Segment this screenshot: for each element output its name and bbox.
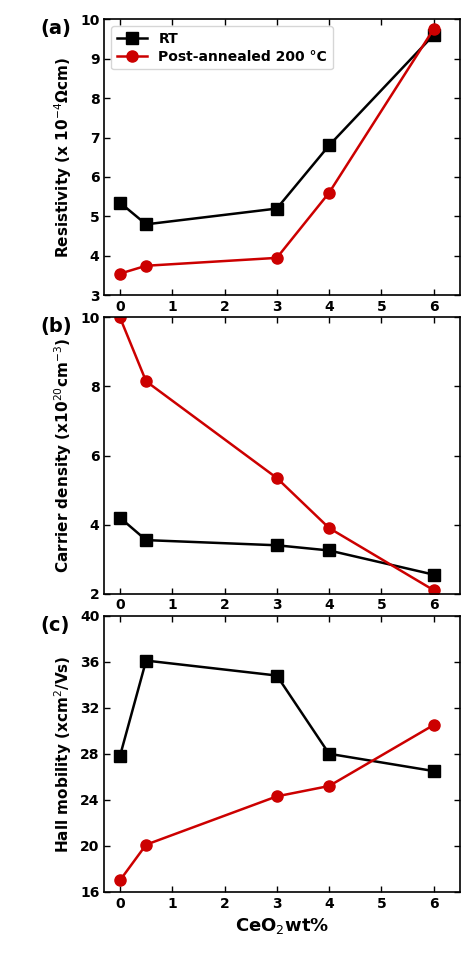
Text: (b): (b) [40,317,72,337]
Post-annealed 200 °C [117,268,123,279]
Text: (a): (a) [40,19,71,38]
RT [326,140,332,152]
Y-axis label: Resistivity (x 10$^{-4}$Ωcm): Resistivity (x 10$^{-4}$Ωcm) [53,57,74,258]
Text: (c): (c) [40,616,70,635]
Y-axis label: Carrier density (x10$^{20}$cm$^{-3}$): Carrier density (x10$^{20}$cm$^{-3}$) [53,338,74,573]
Line: RT: RT [114,30,439,230]
RT [117,197,123,208]
Post-annealed 200 °C [274,252,280,264]
Post-annealed 200 °C [326,187,332,199]
RT [143,219,149,230]
RT [431,29,437,40]
Legend: RT, Post-annealed 200 °C: RT, Post-annealed 200 °C [111,26,333,69]
Line: Post-annealed 200 °C: Post-annealed 200 °C [114,23,439,279]
RT [274,202,280,214]
Post-annealed 200 °C [431,23,437,35]
Y-axis label: Hall mobility (xcm$^2$/Vs): Hall mobility (xcm$^2$/Vs) [53,655,74,853]
Post-annealed 200 °C [143,260,149,271]
X-axis label: CeO$_2$wt%: CeO$_2$wt% [235,916,329,936]
